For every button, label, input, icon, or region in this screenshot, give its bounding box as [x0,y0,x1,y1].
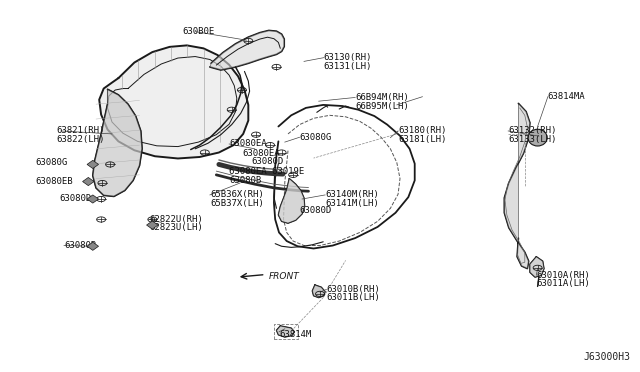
Text: 63010B(RH): 63010B(RH) [326,285,380,294]
Text: 63822(LH): 63822(LH) [56,135,105,144]
Text: 630B0E: 630B0E [182,27,214,36]
Polygon shape [276,326,294,337]
Text: 63080B: 63080B [229,176,261,185]
Text: 63080R: 63080R [64,241,96,250]
Text: 63080EA: 63080EA [242,149,280,158]
Text: 63181(LH): 63181(LH) [398,135,447,144]
Text: 65B37X(LH): 65B37X(LH) [210,199,264,208]
Text: 63011B(LH): 63011B(LH) [326,294,380,302]
Text: 62822U(RH): 62822U(RH) [150,215,204,224]
Text: 63010A(RH): 63010A(RH) [536,271,590,280]
Text: 63080D: 63080D [59,194,91,203]
Text: 63140M(RH): 63140M(RH) [325,190,379,199]
Polygon shape [530,257,544,277]
Polygon shape [504,103,530,269]
Polygon shape [83,177,94,186]
Text: 63814MA: 63814MA [548,92,586,101]
Polygon shape [210,31,284,70]
Polygon shape [87,160,99,169]
Polygon shape [87,195,99,203]
Text: 63080G: 63080G [36,158,68,167]
Text: 63080G: 63080G [300,133,332,142]
Text: 63141M(LH): 63141M(LH) [325,199,379,208]
Text: 63821(RH): 63821(RH) [56,126,105,135]
Text: 65B36X(RH): 65B36X(RH) [210,190,264,199]
Text: 63814M: 63814M [279,330,311,339]
Polygon shape [93,89,142,196]
Text: 63080EB: 63080EB [36,177,74,186]
Text: 63180(RH): 63180(RH) [398,126,447,135]
Ellipse shape [528,129,547,146]
Text: 63132(RH): 63132(RH) [508,126,557,135]
Text: 63133(LH): 63133(LH) [508,135,557,144]
Polygon shape [147,221,158,229]
Text: 63130(RH): 63130(RH) [324,53,372,62]
Text: 62823U(LH): 62823U(LH) [150,223,204,232]
Text: 63131(LH): 63131(LH) [324,62,372,71]
Polygon shape [312,285,325,298]
Text: 63011A(LH): 63011A(LH) [536,279,590,288]
Text: J63000H3: J63000H3 [584,352,630,362]
Polygon shape [278,179,305,223]
Text: 66B95M(LH): 66B95M(LH) [355,102,409,110]
Text: 63080D: 63080D [252,157,284,166]
Text: 66B94M(RH): 66B94M(RH) [355,93,409,102]
Text: FRONT: FRONT [269,272,300,280]
Polygon shape [87,242,99,250]
Text: 63080EA 63019E: 63080EA 63019E [229,167,305,176]
Polygon shape [99,45,248,158]
Text: 63080D: 63080D [299,206,331,215]
Text: 63080EA: 63080EA [229,140,267,148]
